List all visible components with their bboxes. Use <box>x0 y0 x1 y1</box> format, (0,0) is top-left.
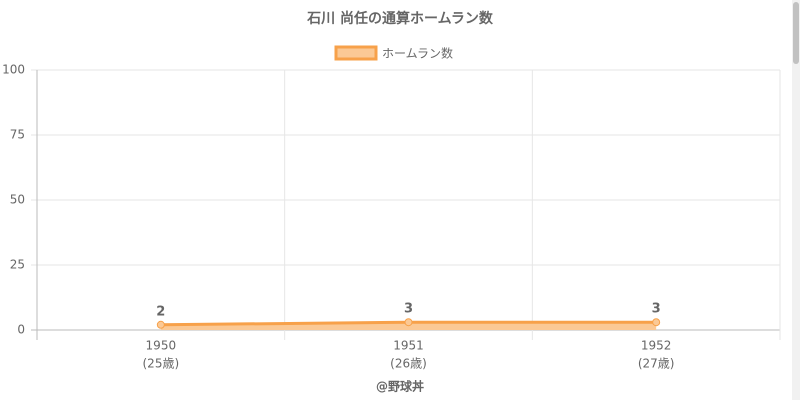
value-label: 3 <box>652 302 661 317</box>
scrollbar-thumb[interactable] <box>793 2 799 64</box>
x-tick-sublabel: (27歳) <box>638 357 675 371</box>
y-tick-label: 25 <box>10 258 25 272</box>
point <box>404 318 413 327</box>
point <box>652 318 661 327</box>
x-tick-label: 1950 <box>146 339 177 353</box>
x-tick-sublabel: (25歳) <box>143 357 180 371</box>
y-tick-label: 0 <box>17 323 25 337</box>
value-label: 2 <box>156 304 165 319</box>
chart-title: 石川 尚任の通算ホームラン数 <box>306 10 494 27</box>
y-tick-label: 50 <box>10 193 25 207</box>
x-tick-sublabel: (26歳) <box>390 357 427 371</box>
footer: @野球丼 <box>376 379 424 394</box>
x-tick-label: 1951 <box>393 339 424 353</box>
legend-label: ホームラン数 <box>382 46 453 61</box>
y-tick-label: 75 <box>10 128 25 142</box>
legend-swatch <box>334 45 378 61</box>
value-label: 3 <box>404 302 413 317</box>
point <box>156 320 165 329</box>
y-tick-label: 100 <box>2 63 25 77</box>
x-tick-label: 1952 <box>641 339 672 353</box>
scrollbar-track <box>792 0 800 400</box>
